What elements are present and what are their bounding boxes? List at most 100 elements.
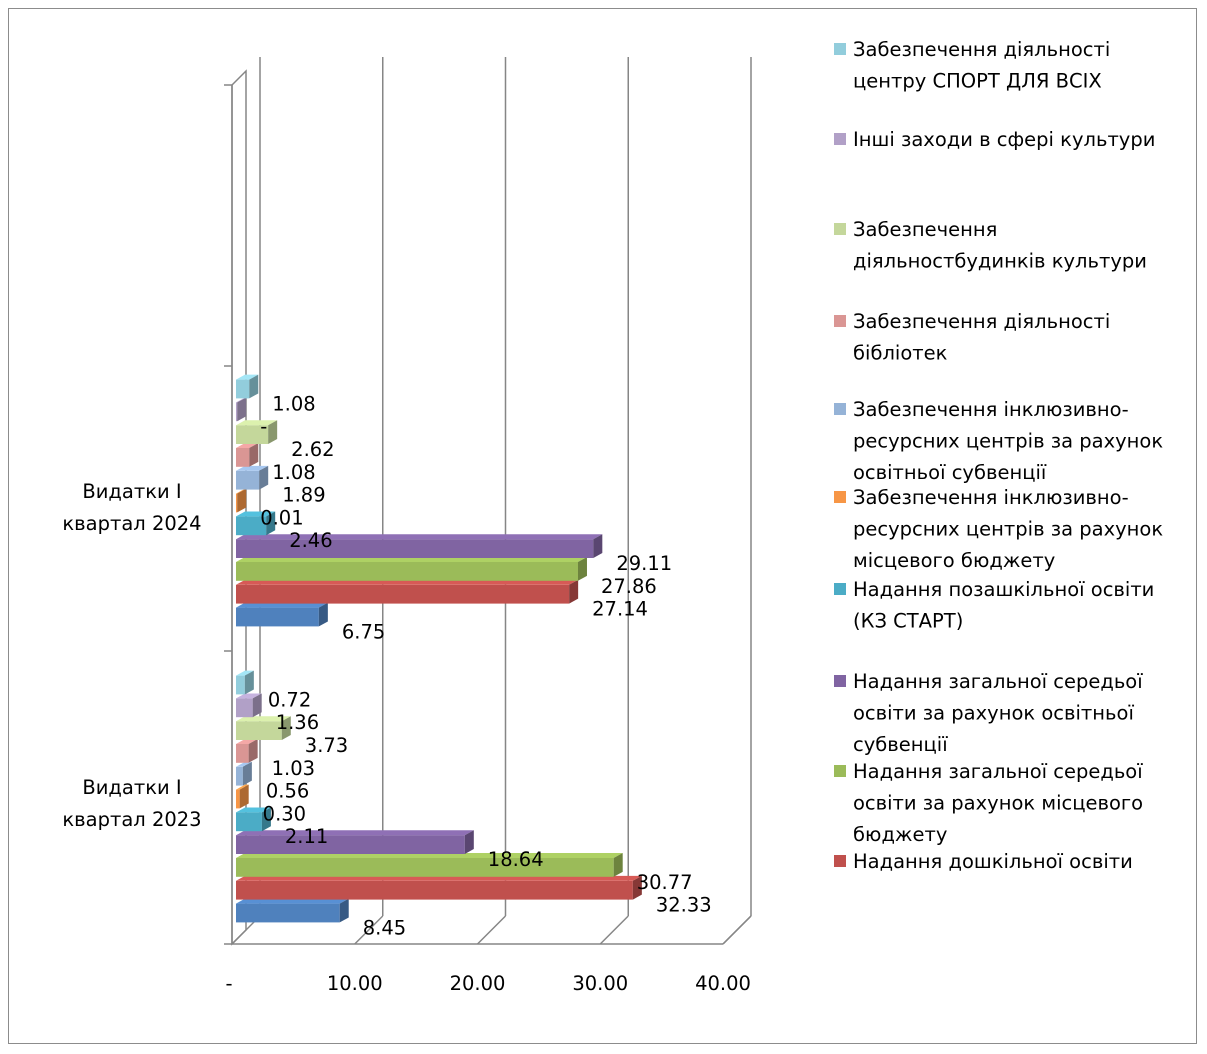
value-label-0-4: 2.11	[285, 825, 328, 848]
bar-side-0-2	[613, 853, 623, 877]
bar-1-7	[236, 443, 259, 467]
value-label-1-1: 27.14	[592, 598, 648, 621]
legend-label-7-0: Забезпечення діяльності	[853, 310, 1110, 333]
legend-label-10-1: центру СПОРТ ДЛЯ ВСІХ	[853, 70, 1102, 93]
bar-top-0-0	[236, 898, 349, 904]
bar-front-1-4	[236, 516, 267, 536]
value-label-0-6: 0.56	[266, 780, 309, 803]
bar-1-8	[236, 420, 278, 444]
bar-front-1-2	[236, 562, 578, 581]
grid-floor-line-2	[476, 915, 507, 945]
legend-swatch-8	[834, 223, 846, 235]
bar-0-3	[236, 830, 474, 854]
value-label-1-2: 27.86	[601, 575, 657, 598]
bar-0-1	[236, 875, 642, 900]
grid-floor-line-1	[354, 915, 384, 945]
x-axis-ticks: - 10.00 20.00 30.00 40.00	[225, 972, 750, 995]
category-label-0-0: Видатки І	[82, 776, 181, 799]
legend-label-5-2: місцевого бюджету	[853, 549, 1055, 572]
bar-1-4	[236, 511, 276, 536]
bar-0-2	[236, 853, 623, 877]
bar-side-1-0	[318, 602, 328, 627]
bar-top-1-7	[236, 443, 259, 448]
legend-swatch-5	[834, 491, 846, 503]
value-label-0-5: 0.30	[263, 802, 306, 825]
bar-side-0-9	[252, 693, 262, 718]
x-tick-label-1: 10.00	[327, 972, 383, 995]
value-label-0-2: 30.77	[637, 871, 693, 894]
legend-label-6-2: освітньої субвенції	[853, 461, 1047, 484]
legend-label-4-1: (КЗ СТАРТ)	[853, 610, 963, 633]
legend-label-2-1: освіти за рахунок місцевого	[853, 792, 1143, 815]
bar-side-1-6	[259, 465, 269, 490]
bar-0-9	[236, 693, 262, 718]
bar-side-0-6	[242, 761, 252, 786]
bar-top-1-1	[236, 579, 579, 585]
legend: Забезпечення діяльності центру СПОРТ ДЛЯ …	[834, 38, 1163, 873]
bar-1-0	[236, 602, 328, 627]
bar-side-1-5	[237, 488, 247, 513]
bar-0-7	[236, 739, 258, 763]
legend-swatch-2	[834, 765, 846, 777]
bar-top-0-5	[236, 784, 249, 790]
legend-label-10-0: Забезпечення діяльності	[853, 38, 1110, 61]
value-label-0-1: 32.33	[656, 894, 712, 917]
bar-top-1-8	[236, 420, 278, 426]
bar-front-0-3	[236, 835, 465, 854]
bar-top-1-10	[236, 374, 259, 380]
legend-swatch-9	[834, 133, 846, 145]
bar-top-1-3	[236, 534, 603, 540]
bar-1-10	[236, 374, 259, 399]
bar-front-0-4	[236, 812, 262, 832]
value-label-0-3: 18.64	[488, 848, 544, 871]
chart-walls	[224, 57, 752, 946]
grid-floor-line-4	[722, 915, 752, 945]
x-tick-label-3: 30.00	[572, 972, 628, 995]
bar-side-1-8	[268, 420, 278, 444]
legend-label-3-0: Надання загальної середьої	[853, 670, 1143, 693]
value-label-0-8: 3.73	[305, 734, 348, 757]
bar-side-0-0	[339, 898, 349, 923]
value-label-0-9: 1.36	[276, 711, 319, 734]
legend-label-2-2: бюджету	[853, 823, 947, 846]
bar-front-0-1	[236, 880, 633, 900]
bar-side-0-3	[464, 830, 474, 854]
value-label-1-7: 1.08	[272, 461, 315, 484]
chart-frame	[8, 8, 1197, 1044]
bar-front-1-6	[236, 470, 260, 490]
category-label-1-1: квартал 2024	[62, 512, 201, 535]
bar-side-1-7	[249, 443, 259, 467]
legend-label-7-1: бібліотек	[853, 342, 948, 365]
legend-swatch-1	[834, 855, 846, 867]
bar-front-1-9	[236, 402, 238, 422]
bar-side-0-4	[261, 807, 271, 832]
bar-1-5	[236, 488, 247, 513]
legend-label-5-0: Забезпечення інклюзивно-	[853, 486, 1129, 509]
bar-top-1-4	[236, 511, 276, 517]
category-label-1-0: Видатки І	[82, 480, 181, 503]
value-label-1-10: 1.08	[272, 392, 315, 415]
x-tick-label-2: 20.00	[450, 972, 506, 995]
bar-top-1-0	[236, 602, 328, 608]
bar-front-0-5	[236, 789, 240, 809]
bar-front-0-2	[236, 858, 614, 877]
bar-side-1-10	[249, 374, 259, 399]
value-label-1-6: 1.89	[282, 484, 325, 507]
value-label-0-7: 1.03	[272, 757, 315, 780]
legend-label-8-1: діяльностбудинків культури	[853, 250, 1147, 273]
category-label-0-1: квартал 2023	[62, 808, 201, 831]
legend-label-5-1: ресурсних центрів за рахунок	[853, 518, 1163, 541]
bar-1-2	[236, 557, 587, 581]
bar-top-0-2	[236, 853, 623, 858]
bar-front-1-7	[236, 448, 250, 467]
bar-top-0-8	[236, 716, 291, 722]
value-label-1-5: 0.01	[260, 506, 303, 529]
bar-front-0-10	[236, 675, 245, 695]
bar-side-1-2	[577, 557, 587, 581]
legend-label-3-2: субвенції	[853, 733, 948, 756]
bar-0-0	[236, 898, 349, 923]
bar-side-0-7	[248, 739, 258, 763]
bar-top-0-3	[236, 830, 474, 836]
bar-side-1-1	[569, 579, 579, 604]
